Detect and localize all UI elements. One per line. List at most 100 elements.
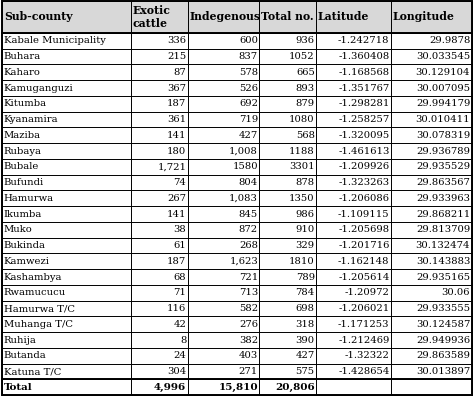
Text: -1.201716: -1.201716 [338, 241, 390, 250]
Bar [131, 285, 188, 301]
Text: Kashambya: Kashambya [4, 272, 62, 282]
Bar [391, 159, 472, 175]
Text: 42: 42 [173, 320, 186, 329]
Bar [316, 364, 391, 379]
Bar [316, 253, 391, 269]
Text: 180: 180 [167, 147, 186, 156]
Text: 845: 845 [239, 209, 258, 219]
Bar [316, 348, 391, 364]
Bar [316, 285, 391, 301]
Bar [188, 112, 259, 128]
Bar [2, 65, 131, 80]
Bar [259, 175, 316, 190]
Bar [391, 175, 472, 190]
Bar [316, 112, 391, 128]
Bar [316, 206, 391, 222]
Text: 29.933963: 29.933963 [416, 194, 470, 203]
Text: -1.212469: -1.212469 [338, 335, 390, 345]
Bar [131, 316, 188, 332]
Text: -1.205614: -1.205614 [338, 272, 390, 282]
Text: 141: 141 [167, 209, 186, 219]
Bar [259, 65, 316, 80]
Bar [391, 96, 472, 112]
Bar [259, 316, 316, 332]
Bar [2, 1, 131, 33]
Bar [259, 253, 316, 269]
Text: Rubaya: Rubaya [4, 147, 42, 156]
Bar [316, 128, 391, 143]
Text: 390: 390 [296, 335, 315, 345]
Text: Ikumba: Ikumba [4, 209, 42, 219]
Bar [188, 112, 259, 128]
Text: 1,083: 1,083 [229, 194, 258, 203]
Bar [391, 159, 472, 175]
Text: Latitude: Latitude [318, 11, 369, 23]
Bar [131, 285, 188, 301]
Bar [391, 364, 472, 379]
Bar [2, 80, 131, 96]
Text: 271: 271 [239, 367, 258, 376]
Text: 30.143883: 30.143883 [416, 257, 470, 266]
Bar [2, 332, 131, 348]
Bar [259, 222, 316, 238]
Bar [316, 332, 391, 348]
Text: -1.323263: -1.323263 [338, 178, 390, 187]
Text: 403: 403 [239, 351, 258, 360]
Bar [188, 128, 259, 143]
Bar [391, 285, 472, 301]
Text: 789: 789 [296, 272, 315, 282]
Text: 71: 71 [173, 288, 186, 297]
Bar [2, 175, 131, 190]
Bar [2, 285, 131, 301]
Text: 600: 600 [239, 36, 258, 46]
Bar [188, 238, 259, 253]
Bar [2, 49, 131, 65]
Text: 87: 87 [173, 68, 186, 77]
Text: 215: 215 [167, 52, 186, 61]
Text: 187: 187 [167, 99, 186, 109]
Text: 29.863567: 29.863567 [416, 178, 470, 187]
Bar [259, 128, 316, 143]
Bar [2, 143, 131, 159]
Bar [259, 206, 316, 222]
Text: 20,806: 20,806 [275, 383, 315, 392]
Bar [391, 80, 472, 96]
Text: 30.007095: 30.007095 [416, 84, 470, 93]
Bar [391, 65, 472, 80]
Bar [131, 128, 188, 143]
Bar [259, 238, 316, 253]
Bar [259, 65, 316, 80]
Bar [391, 316, 472, 332]
Bar [2, 112, 131, 128]
Bar [131, 80, 188, 96]
Bar [188, 301, 259, 316]
Bar [131, 364, 188, 379]
Bar [2, 143, 131, 159]
Bar [131, 96, 188, 112]
Bar [131, 1, 188, 33]
Bar [131, 316, 188, 332]
Text: Muko: Muko [4, 225, 33, 234]
Bar [131, 175, 188, 190]
Bar [131, 301, 188, 316]
Bar [259, 364, 316, 379]
Bar [131, 206, 188, 222]
Bar [131, 364, 188, 379]
Bar [2, 33, 131, 49]
Bar [2, 222, 131, 238]
Bar [131, 128, 188, 143]
Bar [2, 1, 131, 33]
Bar [2, 190, 131, 206]
Bar [188, 65, 259, 80]
Bar [131, 159, 188, 175]
Bar [391, 33, 472, 49]
Bar [391, 33, 472, 49]
Bar [188, 49, 259, 65]
Bar [259, 316, 316, 332]
Bar [188, 379, 259, 395]
Bar [2, 332, 131, 348]
Text: Butanda: Butanda [4, 351, 46, 360]
Bar [391, 128, 472, 143]
Text: 1188: 1188 [289, 147, 315, 156]
Text: 1350: 1350 [289, 194, 315, 203]
